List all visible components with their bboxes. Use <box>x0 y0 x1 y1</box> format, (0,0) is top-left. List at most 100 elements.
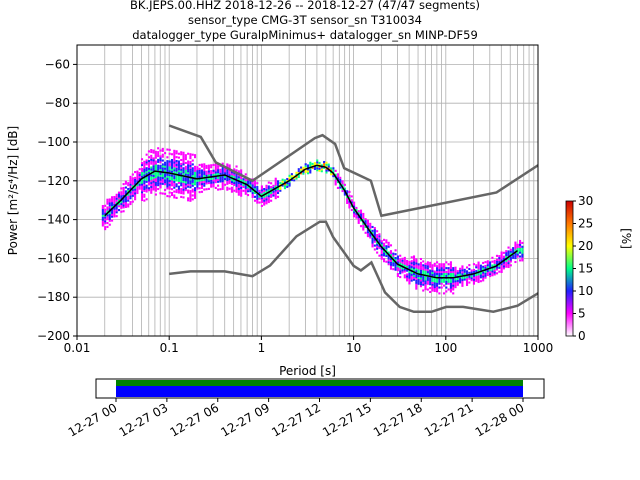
psd-cell <box>138 181 141 184</box>
psd-cell <box>182 173 185 176</box>
coverage-bar-green <box>116 380 523 386</box>
psd-cell <box>316 159 319 162</box>
x-tick-label: 100 <box>434 341 457 355</box>
colorbar-tick-label: 5 <box>578 307 586 321</box>
psd-cell <box>484 266 487 270</box>
psd-cell <box>426 267 429 270</box>
psd-cell <box>519 249 522 252</box>
psd-cell <box>152 161 155 164</box>
psd-cell <box>493 273 496 276</box>
psd-cell <box>429 290 432 294</box>
psd-cell <box>198 167 201 170</box>
psd-cell <box>235 175 238 178</box>
psd-cell <box>122 183 125 186</box>
psd-cell <box>101 224 104 227</box>
psd-cell <box>111 209 114 212</box>
psd-cell <box>187 181 190 184</box>
psd-cell <box>422 275 425 279</box>
psd-cell <box>140 181 144 184</box>
time-tick-label: 12-28 00 <box>473 400 527 439</box>
psd-cell <box>461 280 464 283</box>
psd-cell <box>184 158 187 161</box>
psd-cell <box>419 271 422 274</box>
psd-cell <box>159 182 162 185</box>
psd-cell <box>104 212 107 215</box>
psd-cell <box>378 233 381 236</box>
psd-cell <box>417 267 420 270</box>
psd-cell <box>442 284 446 287</box>
psd-cell <box>154 150 157 153</box>
psd-cell <box>514 257 517 260</box>
psd-cell <box>182 176 185 180</box>
psd-cell <box>180 184 183 187</box>
psd-cell <box>500 251 503 254</box>
psd-cell <box>426 278 429 281</box>
psd-cell <box>519 259 522 262</box>
psd-cell <box>348 190 351 193</box>
psd-cell <box>233 168 236 171</box>
psd-cell <box>191 167 194 170</box>
psd-cell <box>334 177 337 180</box>
psd-cell <box>412 267 416 270</box>
psd-cell <box>412 257 416 260</box>
psd-cell <box>127 193 130 196</box>
psd-cell <box>465 278 469 281</box>
psd-cell <box>442 292 446 295</box>
psd-cell <box>426 263 429 266</box>
psd-cell <box>136 174 139 177</box>
psd-cell <box>177 168 180 171</box>
psd-cell <box>117 197 121 200</box>
psd-cell <box>127 203 130 206</box>
psd-cell <box>214 169 217 172</box>
psd-cell <box>380 247 383 251</box>
psd-cell <box>154 176 157 179</box>
psd-cell <box>436 274 439 277</box>
psd-cell <box>143 182 146 185</box>
psd-cell <box>108 208 111 211</box>
psd-cell <box>175 171 178 174</box>
psd-cell <box>500 268 503 272</box>
colorbar-tick-label: 20 <box>578 239 593 253</box>
psd-cell <box>438 280 441 283</box>
psd-cell <box>475 277 478 280</box>
psd-cell <box>111 215 114 218</box>
psd-cell <box>134 198 137 201</box>
psd-cell <box>129 193 132 196</box>
psd-cell <box>507 246 510 249</box>
psd-cell <box>417 265 420 268</box>
psd-cell <box>500 255 503 258</box>
psd-heatmap <box>101 147 524 295</box>
psd-cell <box>431 268 434 271</box>
psd-cell <box>272 192 275 195</box>
psd-cell <box>164 179 167 182</box>
psd-cell <box>240 192 243 195</box>
psd-cell <box>244 190 247 193</box>
psd-cell <box>422 279 425 282</box>
psd-cell <box>189 180 192 183</box>
psd-cell <box>346 196 349 199</box>
psd-cell <box>433 274 436 277</box>
psd-cell <box>253 182 257 185</box>
psd-cell <box>422 268 425 271</box>
psd-cell <box>168 168 171 171</box>
time-tick-label: 12-27 00 <box>66 400 120 439</box>
psd-cell <box>134 186 137 189</box>
psd-cell <box>366 225 369 228</box>
psd-cell <box>383 238 386 241</box>
psd-cell <box>454 282 457 285</box>
psd-cell <box>200 181 204 184</box>
psd-cell <box>412 269 416 272</box>
psd-cell <box>353 213 356 216</box>
psd-cell <box>438 286 441 289</box>
psd-cell <box>463 272 466 275</box>
psd-cell <box>200 173 204 176</box>
psd-cell <box>143 199 146 202</box>
psd-cell <box>472 274 476 277</box>
psd-cell <box>334 183 337 186</box>
psd-cell <box>237 170 240 173</box>
psd-cell <box>242 183 245 187</box>
psd-cell <box>240 182 243 186</box>
psd-cell <box>482 275 485 278</box>
psd-cell <box>341 184 344 187</box>
psd-cell <box>240 171 243 174</box>
